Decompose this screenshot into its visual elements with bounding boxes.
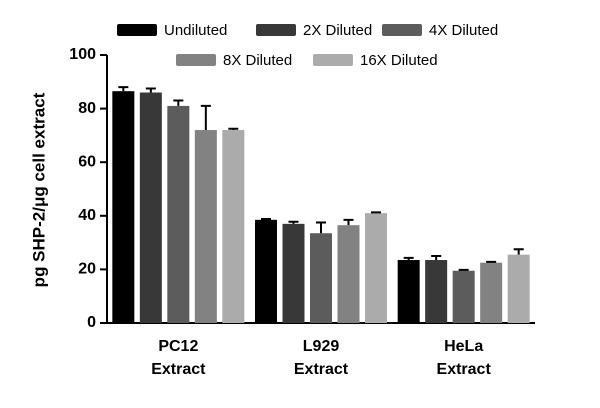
error-bar [228, 127, 239, 131]
y-tick-label: 100 [69, 46, 96, 63]
bar [452, 270, 475, 323]
error-bar [343, 218, 354, 226]
error-bar [118, 86, 129, 92]
legend-label: 8X Diluted [223, 52, 292, 69]
bar [425, 260, 448, 323]
error-bar [288, 220, 299, 224]
x-tick-label: L929 [303, 338, 340, 355]
y-axis-label: pg SHP-2/μg cell extract [29, 92, 48, 287]
legend-label: 16X Diluted [360, 52, 438, 69]
error-bar [431, 255, 442, 261]
legend-swatch [382, 24, 422, 36]
legend-swatch [256, 24, 296, 36]
error-bar [316, 221, 326, 234]
bar [507, 254, 530, 323]
error-bar [486, 260, 497, 263]
y-tick-label: 0 [87, 314, 96, 331]
x-tick-label: HeLa [444, 338, 483, 355]
error-bar [173, 99, 184, 106]
legend-swatch [176, 54, 216, 66]
error-bar [200, 104, 211, 131]
bar [139, 92, 162, 324]
legend-label: 2X Diluted [303, 22, 372, 39]
y-tick-label: 40 [78, 207, 96, 224]
x-tick-label: Extract [294, 361, 349, 378]
y-tick-label: 20 [78, 261, 96, 278]
y-tick-label: 60 [78, 153, 96, 170]
error-bar [513, 248, 524, 255]
error-bar [458, 268, 469, 271]
bar [167, 105, 190, 323]
bar [222, 130, 245, 323]
bar [112, 91, 135, 324]
x-tick-label: PC12 [158, 338, 198, 355]
bar [194, 130, 217, 323]
bar [310, 233, 332, 323]
bar [365, 213, 387, 323]
bar [397, 260, 420, 323]
x-tick-label: Extract [151, 361, 206, 378]
legend-swatch [313, 54, 353, 66]
bar [255, 219, 277, 323]
error-bar [145, 87, 156, 93]
legend-label: Undiluted [164, 22, 227, 39]
bar [282, 223, 305, 323]
bar [480, 262, 503, 323]
bar [337, 225, 360, 323]
x-tick-label: Extract [437, 361, 492, 378]
legend-label: 4X Diluted [429, 22, 498, 39]
error-bar [371, 211, 381, 214]
y-tick-label: 80 [78, 100, 96, 117]
legend-swatch [117, 24, 157, 36]
error-bar [261, 218, 271, 221]
error-bar [403, 256, 414, 261]
